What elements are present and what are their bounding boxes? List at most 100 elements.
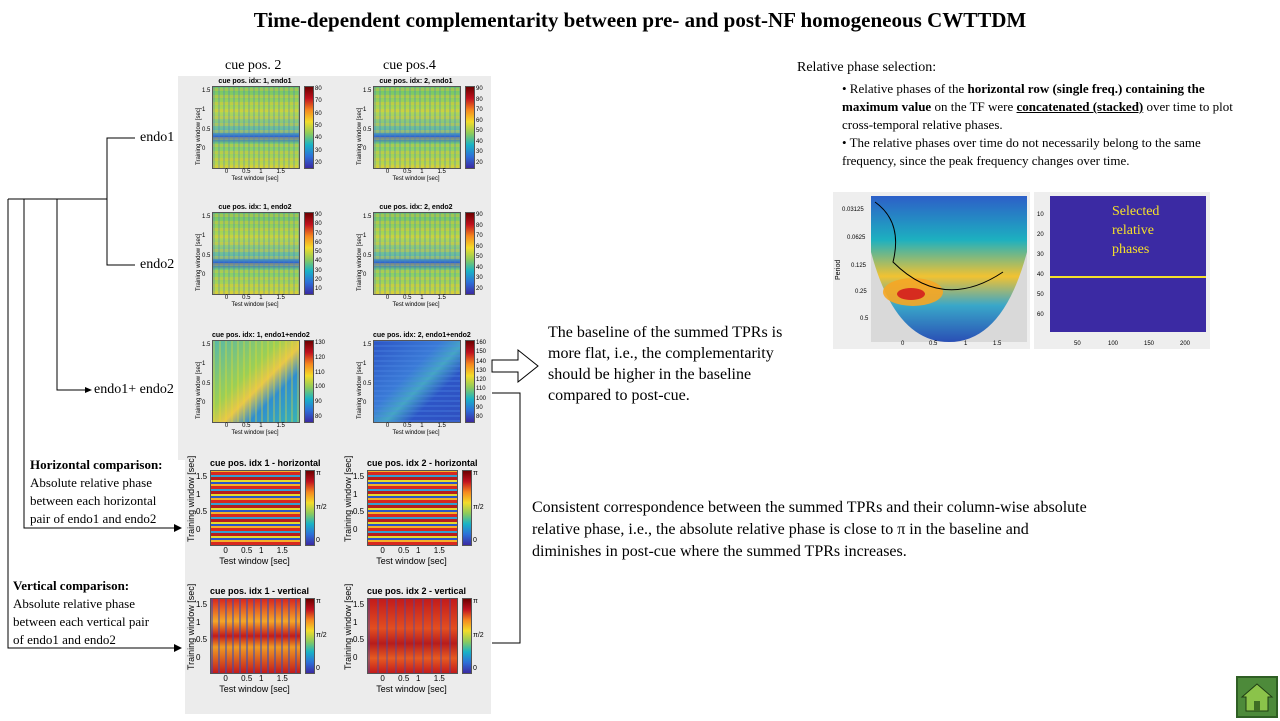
heatmap-xtick: 1 xyxy=(420,295,424,301)
heatmap-g: cue pos. idx 1 - horizontal Training wind… xyxy=(186,456,343,588)
wavelet-ytick: 0.03125 xyxy=(842,207,864,213)
horizontal-comparison-line: between each horizontal xyxy=(30,493,157,508)
colorbar xyxy=(304,86,314,169)
heatmap-xlabel: Test window [sec] xyxy=(376,556,447,566)
heatmap-ytick: 1.5 xyxy=(202,214,211,220)
vertical-comparison-heading: Vertical comparison: xyxy=(13,578,130,593)
colorbar-label: π xyxy=(316,598,321,605)
heatmap-xtick: 0.5 xyxy=(403,423,412,429)
heatmap-ytick: 1.5 xyxy=(353,600,365,609)
heatmap-ytick: 1.5 xyxy=(196,472,208,481)
selected-ytick: 10 xyxy=(1037,212,1044,218)
wavelet-ytick: 0.0625 xyxy=(847,235,866,241)
heatmap-xtick: 0.5 xyxy=(403,169,412,175)
column-header-cue-pos-4: cue pos.4 xyxy=(383,58,436,73)
colorbar-label: 90 xyxy=(476,212,483,218)
consistency-note: Consistent correspondence between the su… xyxy=(532,497,1232,563)
heatmap-xlabel: Test window [sec] xyxy=(392,430,440,436)
colorbar-label: 130 xyxy=(315,340,326,346)
heatmap-ytick: 1 xyxy=(363,107,367,114)
heatmap-xtick: 1.5 xyxy=(437,169,446,175)
selected-ytick: 50 xyxy=(1037,292,1044,298)
bullet1-text-mid: on the TF were xyxy=(931,99,1017,114)
heatmap-xtick: 1 xyxy=(415,546,421,555)
heatmap-image xyxy=(210,598,301,674)
baseline-note-line: compared to post-cue. xyxy=(548,387,690,404)
heatmap-xtick: 0 xyxy=(385,423,390,429)
colorbar-label: 10 xyxy=(315,286,322,292)
phase-selection-bullet-1: • Relative phases of the horizontal row … xyxy=(842,80,1242,134)
heatmap-xtick: 0 xyxy=(224,169,229,175)
selected-label-line: relative xyxy=(1112,223,1154,238)
colorbar-label: 90 xyxy=(476,86,483,92)
heatmap-xtick: 1.5 xyxy=(276,674,288,683)
home-button[interactable] xyxy=(1236,676,1278,718)
colorbar-label: 60 xyxy=(476,243,483,250)
heatmap-xtick: 1.5 xyxy=(433,674,445,683)
heatmap-ytick: 0 xyxy=(353,524,358,534)
heatmap-image xyxy=(367,598,458,674)
colorbar-label: π xyxy=(473,598,478,605)
heatmap-xtick: 1 xyxy=(420,423,424,429)
heatmap-xtick: 0 xyxy=(380,674,385,683)
heatmap-ytick: 1 xyxy=(363,233,367,240)
heatmap-xtick: 0.5 xyxy=(241,546,253,555)
heatmap-ytick: 0.5 xyxy=(202,126,211,133)
heatmap-c: cue pos. idx: 1, endo2 Training window [s… xyxy=(196,204,342,337)
vertical-comparison-line: between each vertical pair xyxy=(13,614,150,629)
bullet1-text-end: over time to plot cross-temporal relativ… xyxy=(842,99,1233,132)
colorbar-label: 70 xyxy=(476,233,483,240)
wavelet-ytick: 0.25 xyxy=(855,289,867,295)
heatmap-xtick: 0.5 xyxy=(398,674,410,683)
heatmap-xlabel: Test window [sec] xyxy=(231,176,279,182)
colorbar-label: 50 xyxy=(315,123,322,129)
colorbar-label: 0 xyxy=(316,537,320,544)
colorbar-label: π/2 xyxy=(473,631,484,639)
selected-xtick: 100 xyxy=(1108,341,1119,347)
colorbar-label: 80 xyxy=(315,86,322,92)
heatmap-xtick: 1.5 xyxy=(437,423,446,429)
colorbar-label: 20 xyxy=(476,160,483,166)
heatmap-image xyxy=(212,212,300,295)
colorbar-label: 0 xyxy=(316,665,320,672)
consistency-note-line: relative phase, i.e., the absolute relat… xyxy=(532,521,1029,538)
tree-label-endo2: endo2 xyxy=(140,257,175,272)
heatmap-ytick: 1 xyxy=(353,617,358,627)
selected-phases-label: Selected relative phases xyxy=(1112,202,1159,259)
colorbar-label: 80 xyxy=(476,96,483,103)
heatmap-ytick: 0.5 xyxy=(196,507,208,517)
heatmap-xtick: 0 xyxy=(385,169,390,175)
colorbar-label: 100 xyxy=(476,395,487,402)
heatmap-ytick: 0.5 xyxy=(353,635,365,645)
heatmap-title: cue pos. idx 2 - horizontal xyxy=(367,458,478,468)
bullet1-bold: horizontal row (single freq.) containing xyxy=(967,81,1185,96)
colorbar-label: π xyxy=(316,470,321,477)
colorbar-label: 70 xyxy=(476,107,483,114)
colorbar-label: 50 xyxy=(476,128,483,135)
colorbar-label: 20 xyxy=(315,160,322,166)
wavelet-xtick: 0.5 xyxy=(929,341,938,347)
bullet1-underlined: concatenated (stacked) xyxy=(1016,99,1144,114)
heatmap-ytick: 0.5 xyxy=(363,252,372,259)
colorbar-label: 50 xyxy=(476,254,483,261)
heatmap-ytick: 1 xyxy=(202,233,206,240)
heatmap-title: cue pos. idx: 2, endo1+endo2 xyxy=(373,332,471,339)
vertical-comparison-line: Absolute relative phase xyxy=(13,596,136,611)
colorbar xyxy=(462,598,472,674)
selected-phases-image xyxy=(1050,196,1206,332)
heatmap-ytick: 1 xyxy=(363,361,367,368)
heatmap-ytick: 1 xyxy=(196,617,201,627)
heatmap-xtick: 0.5 xyxy=(241,674,253,683)
selected-ytick: 40 xyxy=(1037,272,1044,278)
tree-label-endo1-plus-endo2: endo1+ endo2 xyxy=(94,382,174,397)
heatmap-e: cue pos. idx: 1, endo1+endo2 Training win… xyxy=(196,332,342,465)
wavelet-ylabel: Period xyxy=(835,259,842,280)
heatmap-xlabel: Test window [sec] xyxy=(231,430,279,436)
heatmap-ytick: 1.5 xyxy=(202,342,211,348)
heatmap-i: cue pos. idx 1 - vertical Training window… xyxy=(186,584,343,716)
heatmap-xlabel: Test window [sec] xyxy=(219,556,290,566)
heatmap-ytick: 0 xyxy=(363,271,367,278)
colorbar-label: 90 xyxy=(315,212,322,218)
tree-label-endo1: endo1 xyxy=(140,130,175,145)
heatmap-xtick: 0.5 xyxy=(242,295,251,301)
